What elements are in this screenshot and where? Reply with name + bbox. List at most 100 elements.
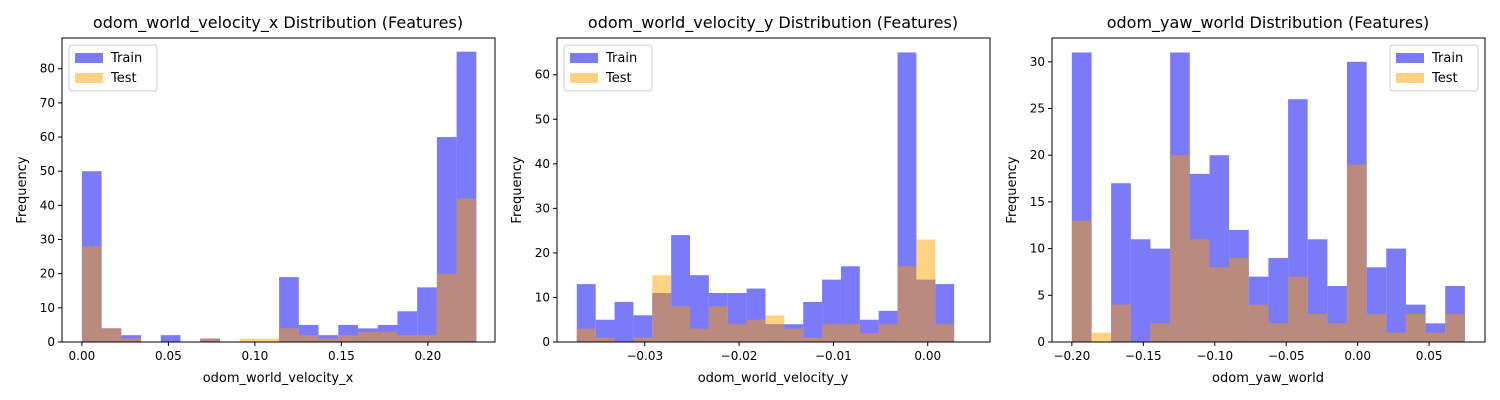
test-bar-overlap [298, 335, 319, 342]
y-axis-label: Frequency [1005, 156, 1020, 223]
legend: Train Test [1389, 44, 1479, 92]
test-bar-overlap [338, 335, 358, 342]
train-bar [1150, 248, 1171, 342]
train-bar [690, 275, 709, 342]
test-bar-overlap [897, 266, 917, 342]
x-tick-label: 0.20 [415, 349, 442, 363]
y-tick-label: 30 [40, 233, 55, 247]
test-bar [239, 338, 260, 342]
test-bar-overlap [1425, 332, 1446, 342]
legend-swatch-train [570, 53, 598, 63]
y-axis-label: Frequency [510, 156, 525, 223]
test-bar [1091, 332, 1112, 342]
y-tick-label: 60 [40, 130, 55, 144]
x-tick-label: 0.15 [328, 349, 355, 363]
test-bar-overlap [1386, 332, 1406, 342]
test-bar-overlap [652, 293, 672, 342]
y-tick-label: 80 [40, 62, 55, 76]
bars-group [576, 52, 955, 342]
test-bar [916, 239, 936, 280]
x-axis-label: odom_world_velocity_x [203, 371, 354, 386]
x-tick-label: −0.03 [626, 349, 663, 363]
x-tick-label: −0.02 [721, 349, 758, 363]
test-bar-overlap [1307, 313, 1328, 342]
train-bar [1268, 257, 1289, 342]
legend-swatch-train [75, 53, 103, 63]
x-tick-label: −0.10 [1196, 349, 1233, 363]
y-tick-label: 5 [1037, 288, 1045, 302]
test-bar-overlap [746, 319, 766, 342]
train-bar [160, 335, 181, 342]
x-tick-label: 0.10 [242, 349, 269, 363]
test-bar-overlap [595, 337, 615, 342]
test-bar-overlap [1071, 220, 1092, 342]
test-bar [652, 275, 672, 294]
legend: Train Test [563, 44, 653, 92]
test-bar-overlap [916, 279, 936, 342]
test-bar-overlap [1150, 323, 1171, 342]
test-bar-overlap [1288, 276, 1308, 342]
test-bar-overlap [377, 331, 398, 342]
y-tick-label: 50 [535, 112, 550, 126]
chart-title: odom_world_velocity_x Distribution (Feat… [93, 13, 463, 33]
test-bar-overlap [690, 328, 709, 342]
test-bar-overlap [456, 198, 477, 342]
chart-panel-yaw-world: odom_yaw_world Distribution (Features) o… [1005, 13, 1486, 386]
train-bar [1111, 183, 1131, 342]
y-axis-label: Frequency [15, 156, 30, 223]
test-bar-overlap [633, 337, 653, 342]
test-bar-overlap [1209, 267, 1230, 342]
test-bar-overlap [200, 338, 220, 342]
x-axis-label: odom_world_velocity_y [698, 371, 849, 386]
y-tick-label: 15 [1030, 195, 1045, 209]
train-bar [417, 287, 437, 342]
test-bar-overlap [935, 324, 955, 342]
legend-swatch-test [75, 73, 103, 83]
chart-title: odom_yaw_world Distribution (Features) [1107, 13, 1430, 33]
x-tick-label: −0.20 [1053, 349, 1090, 363]
test-bar-overlap [436, 273, 457, 342]
x-tick-label: −0.15 [1125, 349, 1162, 363]
y-tick-label: 40 [535, 157, 550, 171]
axes-frame [61, 37, 496, 343]
test-bar-overlap [1405, 313, 1426, 342]
y-tick-label: 10 [535, 290, 550, 304]
test-bar-overlap [81, 246, 102, 342]
test-bar-overlap [397, 335, 418, 342]
y-tick-label: 40 [40, 198, 55, 212]
test-bar-overlap [1327, 323, 1347, 342]
train-bar [576, 284, 596, 342]
axes-frame [556, 37, 991, 343]
x-tick-label: 0.05 [155, 349, 182, 363]
y-tick-label: 50 [40, 164, 55, 178]
test-bar-overlap [1268, 323, 1289, 342]
x-tick-label: 0.00 [1344, 349, 1371, 363]
test-bar-overlap [803, 337, 823, 342]
legend-label-test: Test [1431, 71, 1458, 86]
x-tick-label: −0.05 [1268, 349, 1305, 363]
test-bar-overlap [1189, 239, 1210, 342]
test-bar-overlap [1229, 257, 1249, 342]
y-tick-label: 10 [1030, 242, 1045, 256]
x-axis-label: odom_yaw_world [1212, 371, 1324, 386]
test-bar-overlap [765, 324, 785, 342]
test-bar-overlap [671, 306, 691, 342]
chart-panel-velocity-x: odom_world_velocity_x Distribution (Feat… [15, 13, 496, 386]
plot-area: −0.20 −0.15 −0.10 −0.05 0.00 0.05 0 5 10 15 20 25 30… [1030, 37, 1486, 363]
test-bar-overlap [727, 324, 747, 342]
test-bar-overlap [121, 338, 142, 342]
x-tick-label: 0.05 [1416, 349, 1443, 363]
test-bar-overlap [708, 306, 728, 342]
test-bar-overlap [840, 324, 860, 342]
test-bar-overlap [784, 328, 804, 342]
train-bar [397, 311, 418, 342]
legend-label-train: Train [1431, 51, 1463, 66]
test-bar-overlap [318, 338, 339, 342]
test-bar-overlap [101, 328, 122, 342]
x-tick-label: 0.00 [914, 349, 941, 363]
y-tick-label: 0 [1037, 335, 1045, 349]
chart-panel-velocity-y: odom_world_velocity_y Distribution (Feat… [510, 13, 991, 386]
chart-title: odom_world_velocity_y Distribution (Feat… [588, 13, 958, 33]
test-bar-overlap [357, 331, 378, 342]
